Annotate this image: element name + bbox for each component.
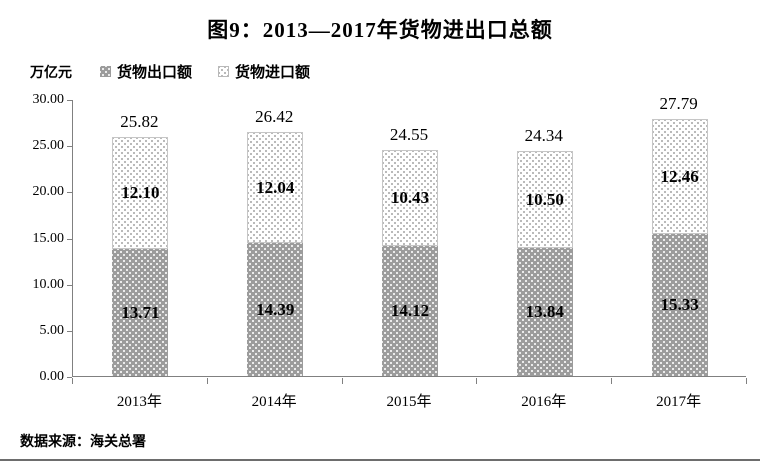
x-axis-category-label: 2016年 [521,394,567,410]
x-axis-category-label: 2013年 [116,394,162,410]
x-axis-tick-mark [206,378,208,384]
stacked-bar-2013年: 12.10 13.71 [112,137,169,376]
plot-area: 12.10 13.71 12.04 14.39 10.43 14.12 10.50 13.84… [72,100,746,377]
bottom-divider [0,459,760,461]
export-value-label: 13.84 [525,302,564,321]
x-axis-category-label: 2014年 [251,394,297,410]
import-segment: 10.43 [382,150,438,246]
export-value-label: 15.33 [660,295,699,314]
import-swatch-icon [218,66,230,77]
export-segment: 14.39 [247,243,304,376]
y-axis-tick-mark [67,330,72,332]
import-value-label: 10.43 [390,188,430,207]
total-value-label: 24.34 [524,126,563,145]
legend-label-import: 货物进口额 [235,64,311,81]
y-axis-tick-label: 30.00 [32,92,65,107]
export-segment: 13.84 [516,248,573,376]
import-value-label: 12.10 [121,183,160,202]
x-axis-tick-mark [72,378,73,384]
y-axis-tick-mark [67,377,72,378]
export-value-label: 13.71 [121,302,160,322]
total-value-label: 25.82 [120,112,159,131]
import-value-label: 10.50 [525,189,564,209]
total-value-label: 27.79 [659,94,698,113]
y-axis-tick-label: 5.00 [39,322,65,338]
import-segment: 12.04 [247,132,304,243]
y-axis-tick-mark [67,284,72,286]
stacked-bar-2014年: 12.04 14.39 [247,132,304,376]
data-source-note: 数据来源：海关总署 [20,433,146,449]
export-value-label: 14.39 [256,299,295,319]
chart-title: 图9：2013—2017年货物进出口总额 [207,18,553,42]
y-axis-unit-label: 万亿元 [30,64,72,80]
y-axis-tick-mark [67,238,72,240]
x-axis-tick-mark [611,378,613,384]
stacked-bar-2015年: 10.43 14.12 [382,150,438,376]
legend-item-export: 货物出口额 [100,61,192,82]
import-segment: 10.50 [516,151,573,248]
y-axis-tick-label: 15.00 [32,230,65,246]
import-segment: 12.10 [112,137,169,249]
total-value-label: 26.42 [255,107,294,126]
export-segment: 13.71 [112,249,169,376]
import-value-label: 12.46 [660,166,699,186]
import-value-label: 12.04 [256,177,295,197]
export-swatch-icon [100,66,111,77]
x-axis-category-label: 2015年 [386,394,432,410]
stacked-bar-2016年: 10.50 13.84 [516,151,573,376]
y-axis-tick-label: 0.00 [39,369,65,384]
export-segment: 14.12 [382,246,438,376]
legend-label-export: 货物出口额 [117,64,193,81]
import-segment: 12.46 [651,119,708,234]
x-axis-tick-mark [746,378,747,384]
y-axis-tick-label: 20.00 [32,184,65,200]
y-axis-tick-label: 25.00 [32,138,65,154]
x-axis-tick-mark [476,378,478,384]
legend: 货物出口额 货物进口额 [100,61,310,82]
export-value-label: 14.12 [390,301,430,320]
x-axis-tick-mark [341,378,343,384]
export-segment: 15.33 [651,234,708,376]
y-axis-tick-mark [67,192,72,194]
stacked-bar-2017年: 12.46 15.33 [651,119,708,376]
x-axis-category-label: 2017年 [656,394,702,410]
legend-item-import: 货物进口额 [218,61,310,82]
y-axis-tick-mark [67,100,72,101]
total-value-label: 24.55 [389,125,429,144]
y-axis-tick-label: 10.00 [32,276,65,292]
y-axis-tick-mark [67,146,72,148]
